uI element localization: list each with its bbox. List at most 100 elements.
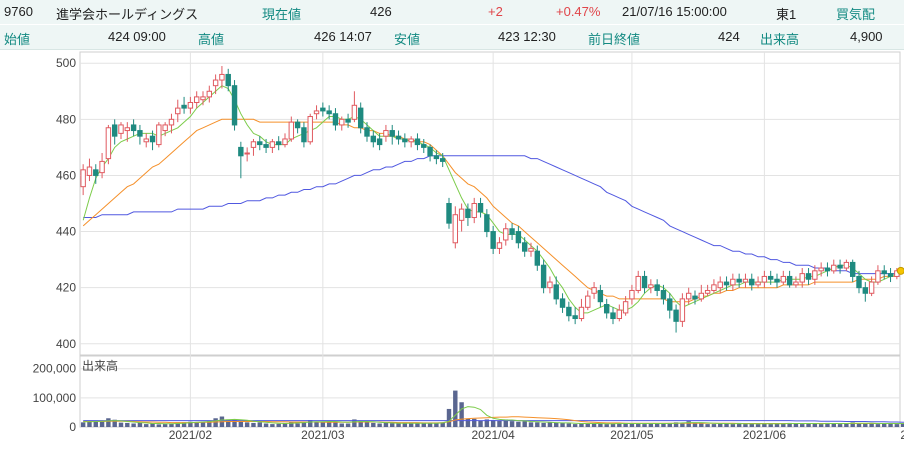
candle-body xyxy=(566,306,572,317)
volume-bar xyxy=(680,422,685,427)
candle-body xyxy=(509,228,515,235)
volume-bar xyxy=(326,421,332,427)
candle-body xyxy=(654,284,660,291)
volume-bar xyxy=(194,422,199,427)
volume-bar xyxy=(106,418,111,427)
open-label: 始値 xyxy=(4,32,31,47)
volume-bar xyxy=(383,422,389,427)
volume-panel-title: 出来高 xyxy=(82,358,118,373)
volume-bar xyxy=(478,420,483,427)
candle-body xyxy=(755,281,761,286)
candle-body xyxy=(553,284,559,300)
candle-body xyxy=(648,284,654,289)
volume-bar xyxy=(768,424,773,427)
volume-bar xyxy=(718,423,723,427)
volume-bar xyxy=(711,424,717,427)
price-tick-label: 440 xyxy=(56,225,76,239)
volume-bar xyxy=(408,422,414,427)
volume-bar xyxy=(125,422,130,427)
price-panel-frame xyxy=(79,51,901,356)
volume-bar xyxy=(169,423,174,427)
volume-bar xyxy=(162,424,168,427)
prev-close-label: 前日終値 xyxy=(588,32,641,47)
volume-bar xyxy=(131,423,136,427)
candle-body xyxy=(824,267,831,272)
volume-bar xyxy=(579,423,584,427)
volume-bar xyxy=(844,423,849,427)
volume-bar xyxy=(749,423,754,427)
volume-bar xyxy=(427,422,433,427)
volume-bar xyxy=(705,424,710,427)
candle-body xyxy=(357,107,364,129)
volume-bar xyxy=(654,423,660,427)
volume-bar xyxy=(572,424,578,427)
candle-body xyxy=(831,264,837,272)
candle-body xyxy=(162,124,168,132)
volume-bar xyxy=(112,419,117,427)
volume-bar xyxy=(289,421,294,427)
volume-bar xyxy=(402,422,408,427)
candle-body xyxy=(774,278,780,283)
volume-bar xyxy=(560,422,565,427)
candle-body xyxy=(465,208,471,219)
price-gridlines xyxy=(80,62,900,345)
volume-bar xyxy=(99,420,105,427)
volume-bar xyxy=(244,422,250,427)
volume-bar xyxy=(396,423,401,427)
candle-body xyxy=(446,203,452,224)
volume-bar xyxy=(434,423,439,427)
candle-body xyxy=(540,264,547,289)
quote-datetime: 21/07/16 15:00:00 xyxy=(622,4,727,19)
volume-bar xyxy=(610,423,616,427)
candle-body xyxy=(818,267,824,272)
volume-bar xyxy=(894,424,900,427)
volume-bar xyxy=(263,423,269,427)
candle-body xyxy=(93,169,99,176)
candle-body xyxy=(471,203,477,219)
volume-bar xyxy=(585,423,590,427)
candle-body xyxy=(137,130,143,137)
volume-bar xyxy=(793,423,799,427)
candle-body xyxy=(238,146,244,157)
candle-body xyxy=(395,135,402,140)
candle-body xyxy=(383,130,389,137)
volume-bar xyxy=(314,421,319,427)
prev-close-value: 424 xyxy=(718,29,740,44)
company-name: 進学会ホールディングス xyxy=(56,7,199,22)
quote-status: 買気配 xyxy=(836,7,876,22)
volume-bar xyxy=(446,408,452,427)
volume-bar xyxy=(875,424,881,427)
volume-ma-long-line xyxy=(83,420,904,423)
low-value: 423 12:30 xyxy=(498,29,556,44)
volume-bar xyxy=(566,423,572,427)
volume-bar xyxy=(339,423,344,427)
volume-bar xyxy=(535,422,540,427)
month-tick-label: 2021/06 xyxy=(743,428,787,442)
quote-header-row-1: 9760 進学会ホールディングス 現在値 426 +2 +0.47% 21/07… xyxy=(0,0,904,24)
candle-body xyxy=(812,270,818,280)
stock-chart[interactable]: 500 480 460 440 420 400 2021/02 2021/03 2021/04 2… xyxy=(0,50,904,449)
candle-body xyxy=(206,90,213,98)
candle-body xyxy=(799,273,805,283)
volume-bar xyxy=(188,421,193,427)
candle-body xyxy=(168,118,175,126)
candle-body xyxy=(875,270,881,283)
volume-bar xyxy=(509,421,515,427)
volume-bar xyxy=(352,419,357,427)
volume-bar xyxy=(459,402,464,427)
volume-bar xyxy=(232,420,237,427)
volume-bar xyxy=(528,422,534,427)
candle-body xyxy=(704,289,711,294)
volume-bar xyxy=(421,423,426,427)
volume-panel-frame xyxy=(79,355,901,428)
candle-body xyxy=(484,214,490,233)
volume-value: 4,900 xyxy=(850,29,883,44)
candle-body xyxy=(433,155,440,160)
price-tick-label: 460 xyxy=(56,168,76,182)
volume-bar xyxy=(774,423,780,427)
volume-bar xyxy=(900,423,904,427)
candle-body xyxy=(288,121,295,140)
candle-body xyxy=(736,278,742,283)
volume-bar xyxy=(541,422,546,427)
candle-body xyxy=(667,298,673,311)
